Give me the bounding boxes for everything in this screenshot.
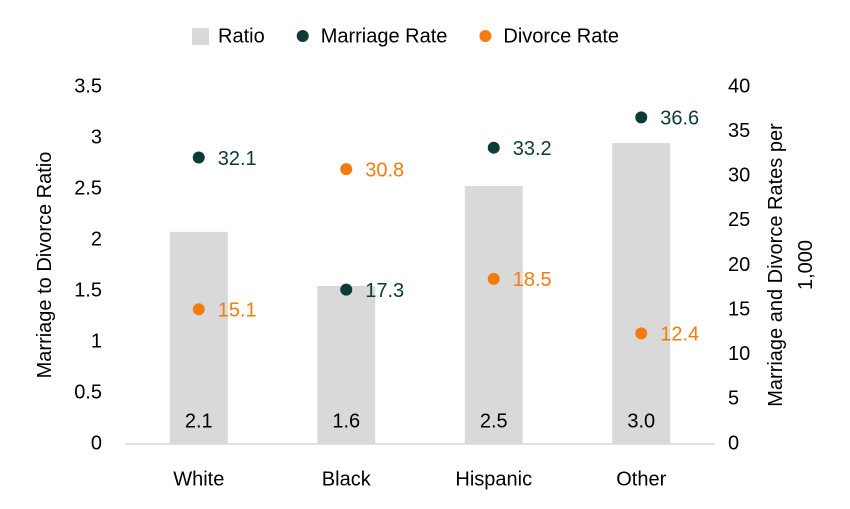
legend-label: Marriage Rate xyxy=(321,25,448,47)
legend-label: Ratio xyxy=(218,25,265,47)
x-tick-label: Other xyxy=(616,468,666,490)
bar xyxy=(317,285,376,444)
y-tick-label: 0 xyxy=(91,432,102,454)
value-label: 2.1 xyxy=(185,410,213,432)
y-tick-label: 1.5 xyxy=(74,279,102,301)
legend-marker xyxy=(192,28,209,45)
y-tick-label: 3 xyxy=(91,126,102,148)
y2-tick-label: 25 xyxy=(728,209,750,231)
legend-marker xyxy=(296,30,309,42)
value-label: 18.5 xyxy=(513,269,552,291)
y-axis-title: Marriage to Divorce Ratio xyxy=(34,151,56,379)
x-tick-label: White xyxy=(173,468,224,490)
value-label: 3.0 xyxy=(627,410,655,432)
y2-tick-label: 10 xyxy=(728,343,750,365)
dot xyxy=(192,303,205,316)
dot xyxy=(635,327,648,340)
y-tick-label: 1 xyxy=(91,330,102,352)
bar xyxy=(169,231,228,444)
legend-marker xyxy=(479,30,492,42)
value-label: 33.2 xyxy=(513,138,552,160)
bar xyxy=(612,143,671,444)
value-label: 15.1 xyxy=(218,300,257,322)
y2-tick-label: 30 xyxy=(728,165,750,187)
y2-tick-label: 15 xyxy=(728,298,750,320)
dot xyxy=(487,272,500,285)
y2-tick-label: 35 xyxy=(728,120,750,142)
value-label: 30.8 xyxy=(365,159,404,181)
value-label: 2.5 xyxy=(480,410,508,432)
x-tick-label: Hispanic xyxy=(455,468,532,490)
y2-axis-title: Marriage and Divorce Rates per 1,000 xyxy=(765,123,817,407)
y2-tick-label: 0 xyxy=(728,432,739,454)
dot xyxy=(487,141,500,154)
y2-tick-label: 5 xyxy=(728,388,739,410)
dot xyxy=(192,151,205,164)
y-tick-label: 3.5 xyxy=(74,75,102,97)
y2-tick-label: 20 xyxy=(728,254,750,276)
y-tick-label: 2.5 xyxy=(74,177,102,199)
dot xyxy=(340,283,353,296)
legend-label: Divorce Rate xyxy=(503,25,619,47)
dot xyxy=(635,111,648,124)
x-tick-label: Black xyxy=(322,468,372,490)
bar xyxy=(464,185,523,444)
value-label: 36.6 xyxy=(660,108,699,130)
value-label: 1.6 xyxy=(332,410,360,432)
y-tick-label: 0.5 xyxy=(74,381,102,403)
value-label: 17.3 xyxy=(365,280,404,302)
value-label: 12.4 xyxy=(660,324,699,346)
y2-tick-label: 40 xyxy=(728,75,750,97)
value-label: 32.1 xyxy=(218,148,257,170)
dot xyxy=(340,163,353,176)
y-tick-label: 2 xyxy=(91,228,102,250)
